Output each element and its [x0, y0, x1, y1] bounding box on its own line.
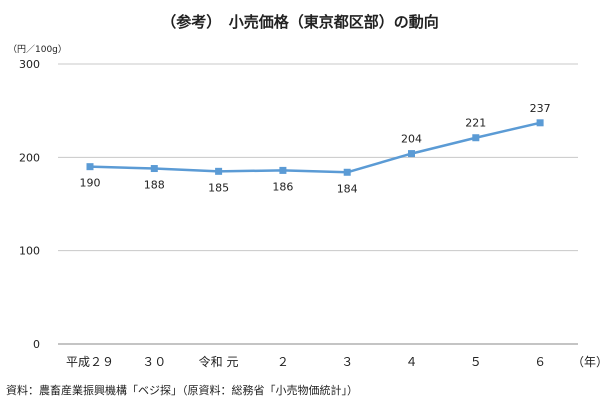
- data-label: 190: [80, 177, 101, 190]
- y-axis-ticks: 0 100 200 300: [19, 58, 40, 351]
- data-label: 204: [401, 133, 422, 146]
- data-point-marker: [408, 150, 415, 158]
- y-tick-label: 100: [19, 245, 40, 258]
- series-line-group: [86, 119, 544, 176]
- y-tick-label: 0: [33, 338, 40, 351]
- series-line: [89, 121, 541, 174]
- x-unit-label: （年）: [572, 355, 600, 369]
- data-label: 237: [530, 102, 551, 115]
- gridlines: [58, 63, 578, 345]
- data-label: 188: [144, 179, 165, 192]
- data-label: 184: [337, 182, 358, 195]
- x-tick-label: ６: [534, 355, 546, 369]
- data-labels: 190 188 185 186 184 204 221 237: [80, 102, 551, 195]
- x-tick-label: ３: [341, 355, 353, 369]
- data-label: 221: [465, 117, 486, 130]
- data-label: 185: [208, 181, 229, 194]
- x-tick-label: ２: [277, 355, 289, 369]
- x-tick-label: 令和 元: [199, 354, 239, 369]
- data-point-marker: [279, 166, 287, 174]
- chart-title: （参考） 小売価格（東京都区部）の動向: [161, 13, 439, 31]
- data-point-marker: [343, 168, 351, 176]
- y-unit-label: （円／100g）: [8, 44, 67, 55]
- x-axis-ticks: 平成２９ ３０ 令和 元 ２ ３ ４ ５ ６: [66, 354, 546, 369]
- y-tick-label: 200: [19, 151, 40, 164]
- data-point-marker: [86, 163, 94, 171]
- x-tick-label: ４: [405, 355, 417, 369]
- data-label: 186: [272, 180, 293, 193]
- x-tick-label: ５: [470, 355, 482, 369]
- data-point-marker: [536, 119, 544, 127]
- x-tick-label: ３０: [142, 355, 166, 369]
- data-point-marker: [472, 134, 480, 142]
- y-tick-label: 300: [19, 58, 40, 71]
- x-tick-label: 平成２９: [66, 355, 114, 369]
- source-note: 資料：農畜産業振興機構「ベジ探」（原資料：総務省「小売物価統計」）: [6, 383, 358, 397]
- data-point-marker: [215, 167, 223, 175]
- data-point-marker: [150, 165, 158, 173]
